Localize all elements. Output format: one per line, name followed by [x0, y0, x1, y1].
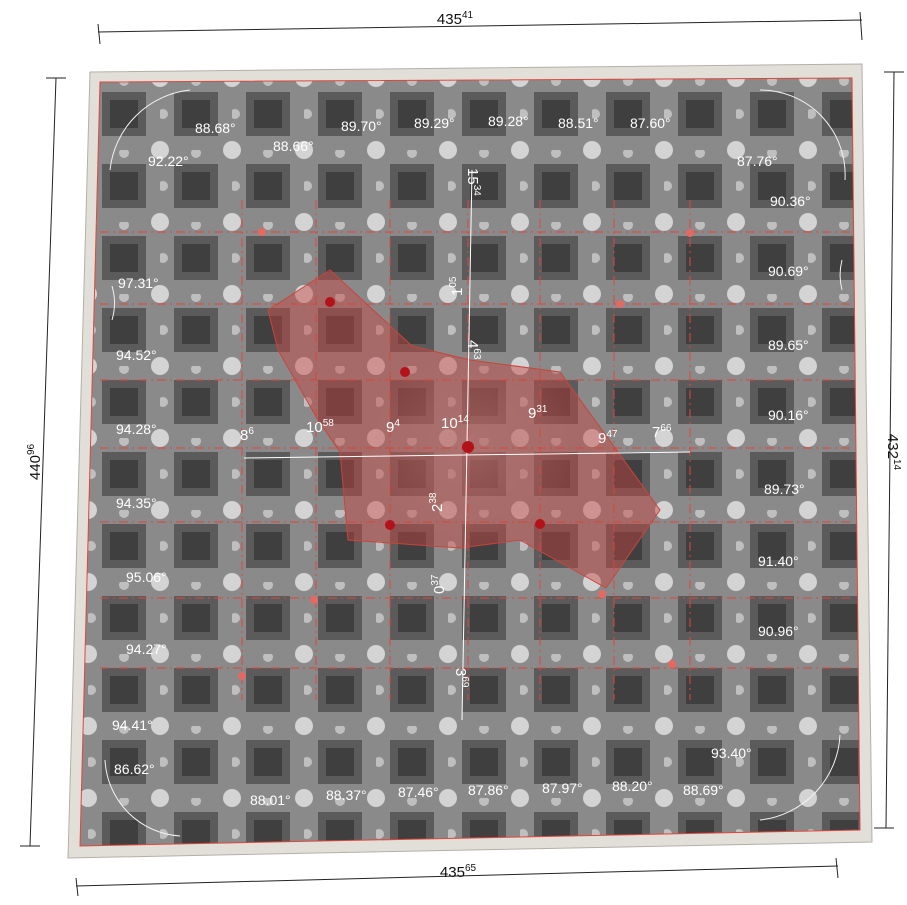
reference-point [400, 367, 410, 377]
angle-arc [759, 89, 846, 181]
dimension-label-right: 43214 [884, 434, 902, 471]
angle-arc [104, 759, 181, 837]
dimension-line-left [29, 77, 57, 847]
dimension-label-bottom: 43565 [440, 863, 477, 881]
angle-arc [839, 259, 843, 291]
inner-measure: 1014 [441, 414, 469, 432]
angle-label-bottom: 87.86° [468, 782, 509, 798]
dimension-tick [835, 857, 839, 879]
reference-point [668, 660, 676, 668]
inner-measure: 766 [652, 423, 672, 441]
angle-labels: 88.68° 88.66° 89.70° 89.29° 89.28° 88.51… [112, 113, 811, 808]
inner-measure: 1058 [306, 418, 334, 436]
angle-label-bottom: 87.97° [542, 780, 583, 796]
angle-label-bottom: 88.20° [612, 778, 653, 794]
angle-label-top: 88.51° [558, 115, 599, 131]
angle-label-left: 97.31° [118, 275, 159, 291]
angle-label-top: 88.66° [273, 138, 314, 154]
angle-label-left: 94.52° [116, 347, 157, 363]
angle-arc [111, 285, 115, 321]
dimension-lines [20, 11, 904, 897]
inner-measure: 037 [430, 574, 448, 594]
reference-point [325, 297, 335, 307]
reference-points [238, 228, 694, 680]
inner-measure: 1534 [464, 168, 482, 196]
dimension-tick [75, 877, 79, 897]
reference-point [310, 596, 318, 604]
reference-point [535, 519, 545, 529]
angle-arcs [104, 89, 846, 837]
dimension-line-top [97, 19, 863, 33]
red-guide-grid [100, 200, 852, 700]
inner-measure: 463 [464, 340, 482, 360]
angle-label-bottom: 88.69° [683, 782, 724, 798]
angle-label-top: 89.29° [414, 115, 455, 131]
reference-point [686, 229, 694, 237]
angle-label-top: 89.28° [488, 113, 529, 129]
angle-label-right: 90.36° [770, 193, 811, 209]
reference-point [598, 590, 606, 598]
dimension-tick [859, 11, 863, 41]
dimension-label-top: 43541 [437, 10, 474, 28]
reference-point [385, 520, 395, 530]
dimension-label-left: 44096 [26, 443, 44, 480]
dimension-tick [97, 23, 101, 45]
angle-label-top: 87.60° [630, 115, 671, 131]
reference-point [258, 228, 266, 236]
inner-measure: 238 [428, 492, 446, 512]
dimension-line-right [885, 71, 895, 829]
inner-measure: 86 [240, 426, 254, 444]
angle-label-bottom-right: 93.40° [711, 745, 752, 761]
angle-label-right: 90.69° [768, 263, 809, 279]
angle-label-right: 91.40° [758, 553, 799, 569]
inner-horizontal-measures: 86 1058 94 1014 931 947 766 [240, 404, 672, 447]
angle-label-right: 89.65° [768, 337, 809, 353]
angle-label-right: 90.16° [768, 407, 809, 423]
angle-label-left: 94.28° [116, 421, 157, 437]
reference-point [462, 441, 474, 453]
angle-label-left: 94.35° [116, 495, 157, 511]
angle-label-top: 89.70° [341, 118, 382, 134]
inner-measure: 94 [386, 418, 400, 436]
angle-label-bottom-left: 86.62° [114, 761, 155, 777]
reference-point [616, 300, 624, 308]
angle-label-bottom: 87.46° [398, 784, 439, 800]
inner-vertical-measures: 1534 105 463 238 037 369 [428, 168, 482, 688]
dimension-line-bottom [75, 865, 839, 887]
inner-measure: 947 [598, 429, 618, 447]
angle-label-top-left: 92.22° [148, 153, 189, 169]
angle-label-bottom: 88.01° [250, 792, 291, 808]
angle-label-right: 90.96° [758, 623, 799, 639]
angle-label-left: 94.41° [112, 717, 153, 733]
inner-measure: 931 [528, 404, 548, 422]
inner-measure: 105 [448, 276, 466, 296]
angle-label-left: 95.06° [126, 569, 167, 585]
angle-label-left: 94.27° [126, 641, 167, 657]
inner-measure: 369 [452, 668, 470, 688]
reference-point [238, 672, 246, 680]
angle-label-bottom: 88.37° [326, 787, 367, 803]
angle-label-top-right: 87.76° [737, 153, 778, 169]
angle-label-top: 88.68° [195, 120, 236, 136]
angle-arc [759, 734, 841, 821]
angle-arc [109, 89, 191, 171]
angle-label-right: 89.73° [764, 481, 805, 497]
highlighted-region [267, 269, 661, 589]
